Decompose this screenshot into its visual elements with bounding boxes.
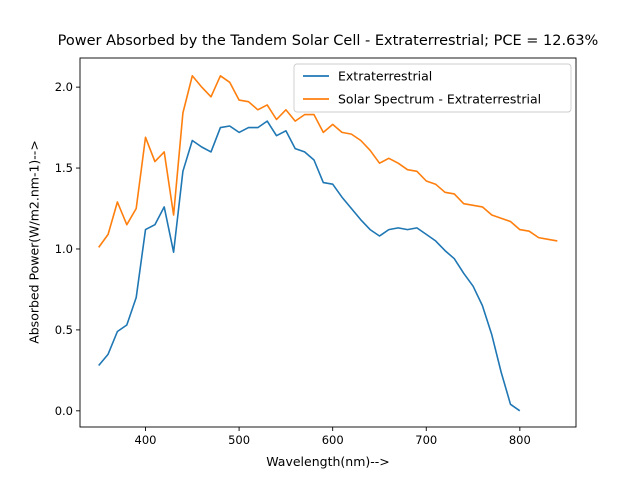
chart-title: Power Absorbed by the Tandem Solar Cell … bbox=[57, 33, 599, 49]
x-tick-label: 400 bbox=[135, 433, 157, 447]
y-tick-label: 0.5 bbox=[55, 323, 73, 337]
legend-box bbox=[293, 63, 572, 113]
x-tick-label: 700 bbox=[415, 433, 437, 447]
y-tick-label: 1.5 bbox=[55, 161, 73, 175]
legend-label-0: Extraterrestrial bbox=[338, 69, 432, 84]
y-tick-label: 2.0 bbox=[55, 80, 73, 94]
x-tick-label: 800 bbox=[509, 433, 531, 447]
y-axis-label: Absorbed Power(W/m2.nm-1)--> bbox=[26, 140, 42, 344]
x-tick-label: 600 bbox=[322, 433, 344, 447]
y-tick-label: 0.0 bbox=[55, 404, 73, 418]
x-axis-label: Wavelength(nm)--> bbox=[266, 454, 390, 469]
y-tick-label: 1.0 bbox=[55, 242, 73, 256]
legend-label-1: Solar Spectrum - Extraterrestrial bbox=[338, 92, 541, 107]
series-line-0 bbox=[98, 120, 521, 412]
x-tick-label: 500 bbox=[228, 433, 250, 447]
series-line-1 bbox=[98, 75, 558, 248]
plot-frame bbox=[79, 57, 577, 428]
